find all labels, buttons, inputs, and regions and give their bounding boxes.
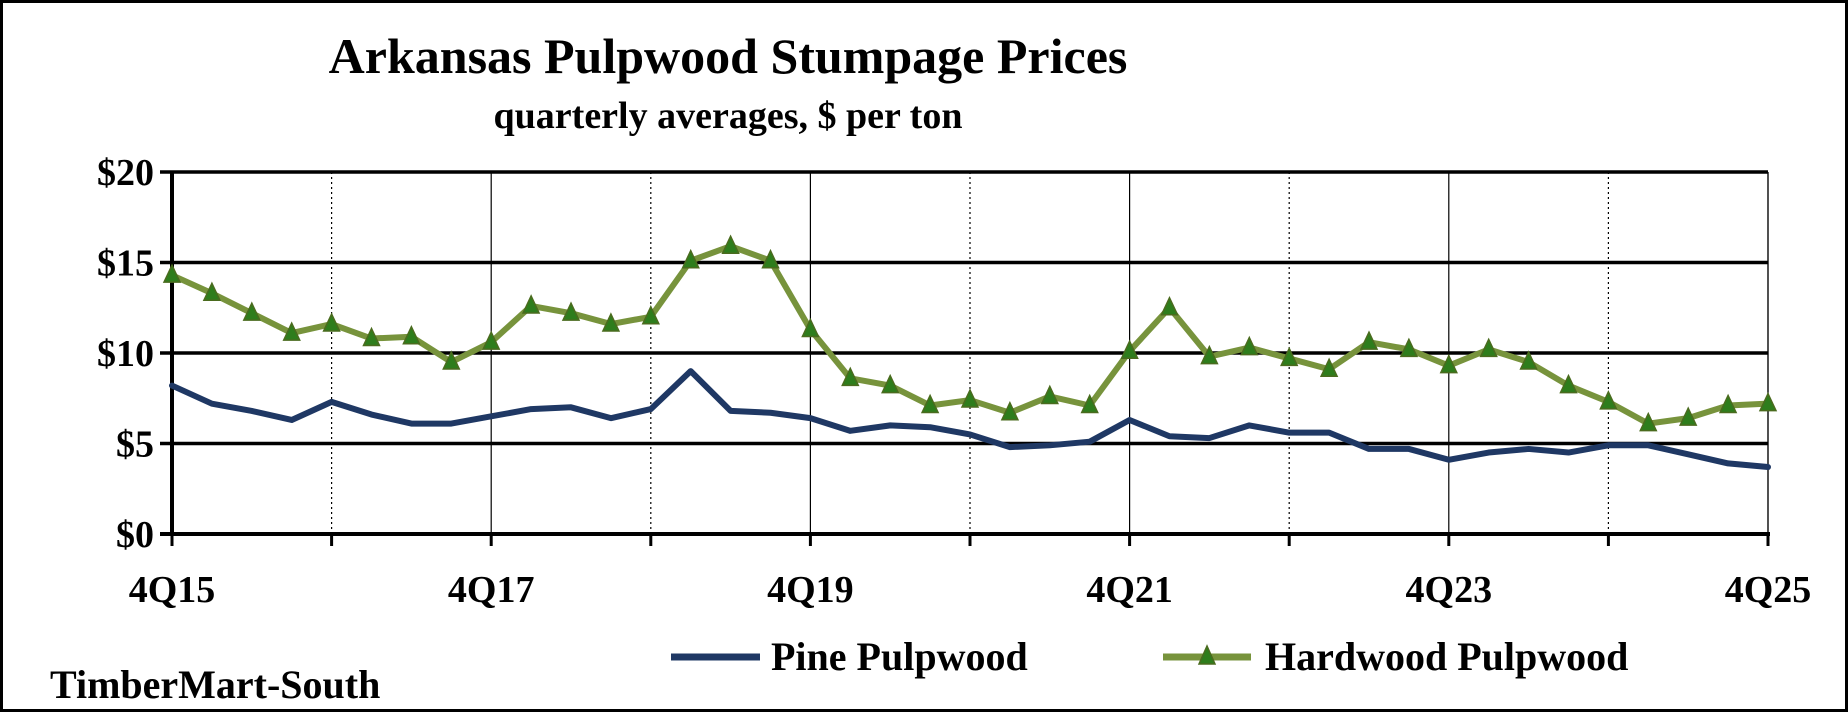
y-tick-label: $20 (97, 152, 154, 194)
data-point-marker (242, 301, 261, 321)
data-point-marker (482, 330, 501, 350)
data-point-marker (881, 373, 900, 394)
data-point-marker (920, 393, 940, 414)
data-point-marker (282, 321, 301, 341)
data-point-marker (1080, 393, 1099, 414)
data-point-marker (1439, 353, 1458, 374)
series-line-pine-pulpwood (169, 368, 1771, 471)
data-point-marker (641, 305, 660, 325)
data-point-marker (681, 248, 700, 269)
legend-label-hardwood: Hardwood Pulpwood (1265, 634, 1628, 679)
source-label: TimberMart-South (50, 662, 380, 707)
legend-marker-hardwood (1197, 644, 1217, 665)
chart-title: Arkansas Pulpwood Stumpage Prices (329, 28, 1128, 84)
data-point-marker (960, 388, 980, 408)
data-point-marker (1000, 400, 1020, 421)
chart-subtitle: quarterly averages, $ per ton (494, 95, 963, 137)
data-point-marker (1639, 411, 1658, 432)
tick-labels: $0 $5 $10 $15 $20 4Q15 4Q17 4Q19 4Q21 4Q23 4Q25 (97, 152, 1811, 611)
data-point-marker (1280, 346, 1299, 367)
x-tick-label: 4Q19 (767, 569, 854, 611)
x-tick-label: 4Q17 (448, 569, 535, 611)
y-tick-label: $15 (97, 243, 154, 285)
data-point-marker (1359, 330, 1379, 350)
axes (160, 172, 1770, 546)
data-point-marker (801, 317, 820, 338)
data-point-marker (1319, 357, 1339, 378)
x-tick-label: 4Q15 (129, 569, 216, 611)
data-point-marker (1160, 295, 1179, 316)
data-point-marker (1200, 344, 1219, 365)
data-point-marker (442, 350, 461, 370)
data-point-marker (362, 326, 381, 347)
y-tick-label: $0 (116, 514, 154, 556)
data-point-marker (202, 281, 222, 302)
data-point-marker (1718, 393, 1738, 414)
data-point-marker (841, 366, 860, 387)
line-chart: Arkansas Pulpwood Stumpage Prices quarte… (50, 28, 1811, 707)
data-point-marker (1679, 406, 1698, 426)
data-point-marker (322, 312, 341, 332)
x-tick-label: 4Q21 (1086, 569, 1173, 611)
data-point-marker (521, 294, 541, 314)
data-point-marker (1120, 339, 1139, 359)
grid (160, 170, 1769, 534)
data-point-marker (1479, 337, 1498, 358)
data-point-marker (561, 301, 581, 321)
data-point-marker (721, 234, 740, 254)
data-point-marker (162, 263, 182, 283)
data-point-marker (1559, 373, 1578, 394)
data-point-marker (601, 312, 621, 332)
data-point-marker (402, 324, 421, 345)
series-markers (162, 234, 1778, 432)
data-point-marker (1240, 335, 1259, 356)
data-point-marker (1599, 390, 1618, 410)
data-point-marker (1399, 337, 1419, 358)
y-tick-label: $10 (97, 333, 154, 375)
legend: Pine Pulpwood Hardwood Pulpwood (671, 634, 1628, 679)
y-tick-label: $5 (116, 424, 154, 466)
data-point-marker (1519, 350, 1538, 370)
data-point-marker (1040, 384, 1059, 405)
x-tick-label: 4Q23 (1406, 569, 1493, 611)
data-point-marker (761, 248, 780, 269)
legend-label-pine: Pine Pulpwood (771, 634, 1028, 679)
data-point-marker (1758, 391, 1778, 412)
x-tick-label: 4Q25 (1725, 569, 1812, 611)
